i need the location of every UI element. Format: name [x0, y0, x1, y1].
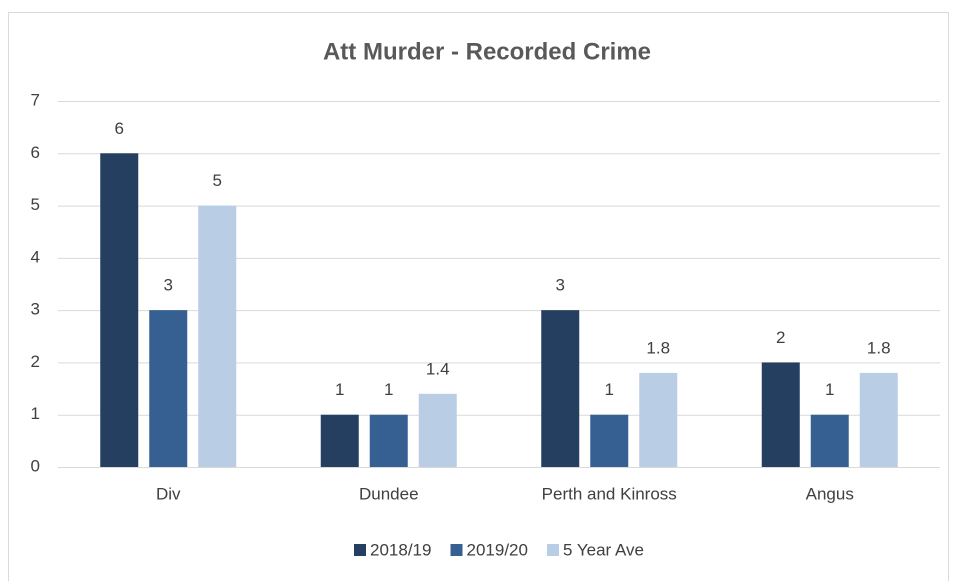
- legend-label: 2019/20: [467, 540, 528, 559]
- y-tick-label: 1: [31, 404, 40, 423]
- y-tick-label: 5: [31, 195, 40, 214]
- y-tick-label: 0: [31, 456, 40, 475]
- bar: [541, 310, 580, 467]
- x-tick-label: Div: [156, 484, 181, 503]
- bar: [369, 414, 408, 467]
- legend-swatch: [354, 544, 366, 556]
- data-label: 1: [335, 380, 344, 399]
- chart-title: Att Murder - Recorded Crime: [323, 38, 651, 65]
- x-tick-label: Perth and Kinross: [542, 484, 677, 503]
- data-label: 3: [164, 276, 173, 295]
- bar: [100, 153, 139, 468]
- y-tick-label: 3: [31, 300, 40, 319]
- bar: [810, 414, 849, 467]
- data-label: 1.8: [867, 338, 891, 357]
- data-label: 1: [605, 380, 614, 399]
- chart-frame: [8, 12, 949, 581]
- y-tick-label: 6: [31, 143, 40, 162]
- bar: [590, 414, 629, 467]
- x-tick-label: Angus: [806, 484, 854, 503]
- bar: [639, 372, 678, 467]
- data-label: 3: [556, 276, 565, 295]
- legend-swatch: [547, 544, 559, 556]
- y-tick-label: 7: [31, 90, 40, 109]
- data-label: 6: [115, 119, 124, 138]
- bar: [149, 310, 188, 467]
- legend-label: 5 Year Ave: [563, 540, 644, 559]
- y-tick-label: 2: [31, 352, 40, 371]
- data-label: 1.8: [646, 338, 670, 357]
- legend-swatch: [450, 544, 463, 556]
- bar: [761, 362, 800, 467]
- data-label: 1.4: [426, 359, 450, 378]
- data-label: 1: [384, 380, 393, 399]
- bar: [418, 393, 457, 467]
- bar: [198, 205, 237, 468]
- data-label: 1: [825, 380, 834, 399]
- bar: [320, 414, 359, 467]
- bar: [859, 372, 898, 467]
- y-tick-label: 4: [31, 247, 40, 266]
- data-label: 5: [213, 171, 222, 190]
- legend-label: 2018/19: [370, 540, 431, 559]
- data-label: 2: [776, 328, 785, 347]
- x-tick-label: Dundee: [359, 484, 419, 503]
